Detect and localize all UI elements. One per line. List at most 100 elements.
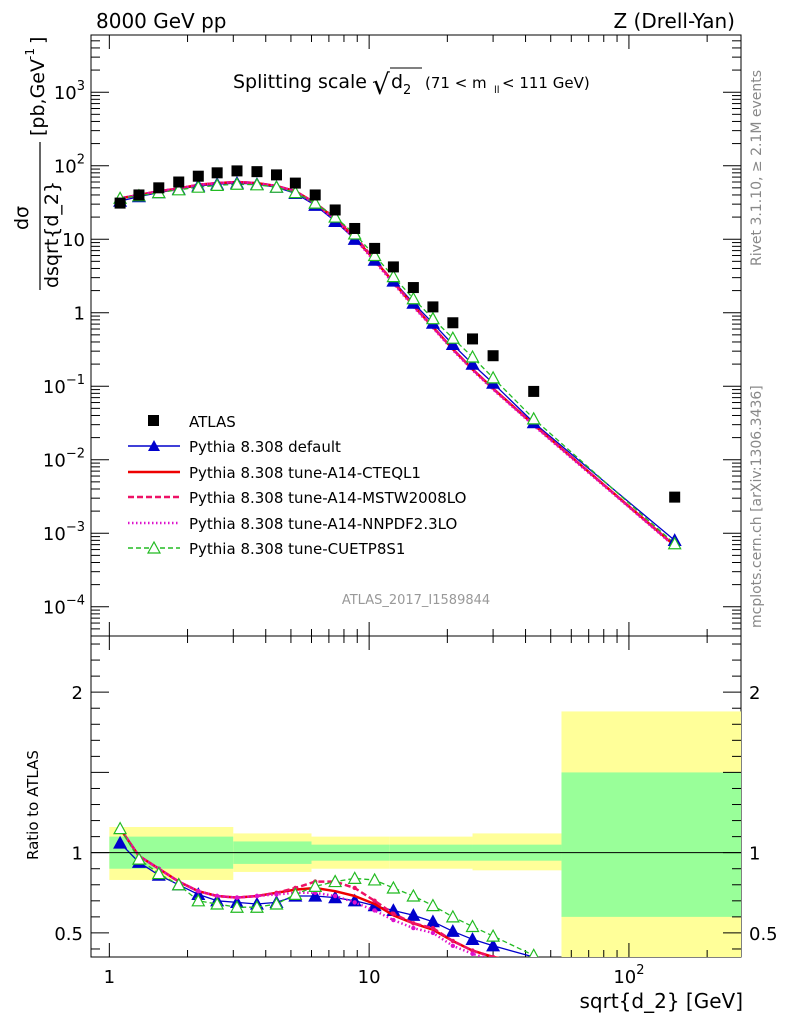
ratio-point-series-3 <box>450 938 456 944</box>
ratio-point-series-5 <box>269 896 284 910</box>
ratio-point-series-4 <box>430 930 436 936</box>
ratio-point-series-3 <box>490 954 496 957</box>
ratio-point-series-5 <box>229 899 245 913</box>
main-line-series-5 <box>120 183 676 545</box>
ratio-point-series-3 <box>532 963 536 967</box>
main-y-tick-label: 10−2 <box>43 447 85 472</box>
atlas-data-point <box>133 189 145 201</box>
main-point-series-5 <box>367 248 382 262</box>
atlas-data-point <box>349 222 361 234</box>
ylabel-unit: [pb,GeV <box>27 59 49 136</box>
ratio-point-series-4 <box>274 892 279 897</box>
ratio-point-series-1 <box>486 938 501 952</box>
legend-label-mstw: Pythia 8.308 tune-A14-MSTW2008LO <box>189 489 466 507</box>
main-series-markers <box>113 165 682 550</box>
ratio-y-tick-label-right: 0.5 <box>749 924 778 945</box>
main-ylabel: dσ dsqrt{d_2} [pb,GeV -1 ] <box>11 37 63 290</box>
main-y-tick-label: 10−1 <box>43 373 85 398</box>
ratio-point-series-4 <box>450 943 456 948</box>
ratio-point-series-3 <box>430 925 436 931</box>
atlas-data-point <box>231 165 243 177</box>
ratio-point-series-5 <box>465 919 480 933</box>
atlas-data-point <box>487 350 499 362</box>
main-y-tick-label: 10−3 <box>43 520 85 545</box>
atlas-data-point <box>211 167 223 179</box>
ratio-point-series-1 <box>465 932 480 945</box>
atlas-data-point <box>369 242 381 254</box>
ratio-y-tick-label-right: 1 <box>749 844 760 865</box>
mcplots-label: mcplots.cern.ch [arXiv:1306.3436] <box>749 385 765 628</box>
ratio-point-series-5 <box>249 899 264 913</box>
main-point-series-5 <box>386 269 401 283</box>
ratio-point-series-1 <box>113 835 128 849</box>
atlas-data-point <box>114 197 126 209</box>
main-point-series-5 <box>249 177 264 191</box>
ratio-point-series-4 <box>411 925 416 931</box>
atlas-data-point <box>153 182 165 194</box>
band-green-last <box>561 772 741 917</box>
ratio-point-series-3 <box>391 911 396 916</box>
atlas-data-point <box>329 204 341 216</box>
main-series-lines <box>119 180 676 548</box>
ratio-point-series-1 <box>425 914 440 928</box>
ratio-y-tick-label-left: 1 <box>72 844 83 865</box>
main-point-series-5 <box>667 536 682 550</box>
main-y-tick-label: 103 <box>54 79 85 104</box>
legend-item-cteql1: Pythia 8.308 tune-A14-CTEQL1 <box>128 464 421 482</box>
x-tick-label: 102 <box>613 963 644 988</box>
legend-item-default: Pythia 8.308 default <box>128 438 341 456</box>
title-range-sub: ll <box>494 85 500 96</box>
ratio-point-series-3 <box>470 948 475 953</box>
ratio-point-series-5 <box>191 893 206 907</box>
atlas-data-point <box>427 301 439 313</box>
axis-ticks <box>91 34 741 957</box>
ratio-point-series-5 <box>151 866 166 880</box>
main-point-series-5 <box>328 209 343 223</box>
ratio-point-series-4 <box>196 888 201 894</box>
ratio-uncertainty-bands <box>109 711 741 957</box>
main-y-tick-label: 10−4 <box>43 594 85 619</box>
ratio-point-series-1 <box>406 908 421 921</box>
ratio-point-series-5 <box>445 909 460 923</box>
main-point-series-5 <box>171 182 186 196</box>
title-range-open: (71 < m <box>425 74 487 92</box>
legend-label-nnpdf: Pythia 8.308 tune-A14-NNPDF2.3LO <box>189 515 457 533</box>
ratio-point-series-3 <box>352 885 357 891</box>
atlas-data-point <box>309 189 321 201</box>
ratio-point-series-5 <box>171 877 186 891</box>
atlas-data-point <box>271 169 283 181</box>
main-point-series-5 <box>425 311 440 325</box>
legend: ATLAS Pythia 8.308 default Pythia 8.308 … <box>128 413 466 558</box>
title-var: d <box>391 71 403 93</box>
ratio-point-series-4 <box>372 908 377 913</box>
atlas-data-point <box>447 317 459 329</box>
ratio-point-series-5 <box>406 888 421 902</box>
ratio-point-series-4 <box>352 900 357 905</box>
ylabel-den: dsqrt{d_2} <box>41 181 63 288</box>
atlas-data-point <box>467 333 479 345</box>
legend-item-cuetp8s1: Pythia 8.308 tune-CUETP8S1 <box>128 540 405 558</box>
atlas-data-point <box>192 170 204 182</box>
title-var-sub: 2 <box>403 83 411 98</box>
main-point-series-5 <box>486 370 501 384</box>
atlas-data-point <box>173 176 185 188</box>
x-tick-label: 10 <box>358 967 381 988</box>
ratio-point-series-4 <box>234 895 240 900</box>
atlas-data-point <box>387 261 399 273</box>
ylabel-num: dσ <box>11 206 33 230</box>
ratio-point-series-4 <box>391 917 396 923</box>
main-line-series-3 <box>119 180 676 547</box>
title-main: Splitting scale <box>233 71 367 93</box>
ratio-point-series-4 <box>254 893 260 899</box>
ratio-point-series-4 <box>470 951 475 956</box>
ratio-point-series-5 <box>288 887 303 901</box>
ratio-point-series-1 <box>445 924 460 937</box>
ratio-point-series-5 <box>347 871 362 884</box>
atlas-data-point <box>669 491 681 503</box>
title-range-close: < 111 GeV) <box>502 74 590 92</box>
main-point-series-5 <box>288 185 303 199</box>
analysis-watermark: ATLAS_2017_I1589844 <box>342 593 490 608</box>
atlas-data-point <box>407 282 419 294</box>
